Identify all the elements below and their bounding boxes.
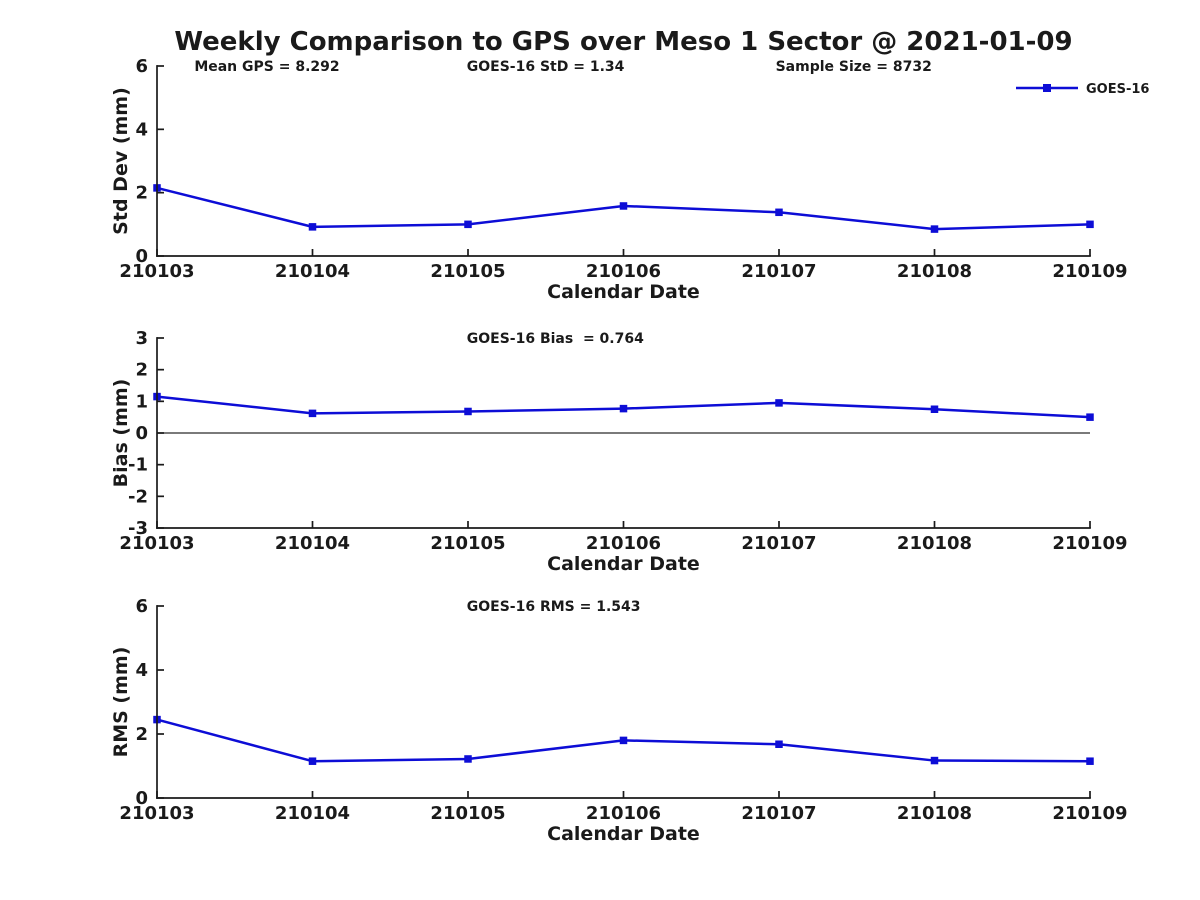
x-axis-label: Calendar Date	[547, 553, 700, 575]
x-tick-label: 210103	[119, 803, 194, 824]
x-tick-label: 210104	[275, 803, 350, 824]
y-axis-label: RMS (mm)	[110, 647, 132, 758]
annotation-text: GOES-16 StD = 1.34	[467, 59, 625, 75]
data-point-marker	[775, 208, 783, 217]
x-axis-label: Calendar Date	[547, 281, 700, 303]
x-tick-label: 210109	[1052, 803, 1127, 824]
data-point-marker	[1086, 413, 1094, 421]
data-point-marker	[464, 755, 472, 763]
y-tick-label: 6	[135, 56, 148, 77]
data-point-marker	[930, 225, 939, 233]
y-tick-label: -1	[128, 455, 148, 476]
x-tick-label: 210106	[586, 261, 661, 282]
data-point-marker	[619, 202, 628, 210]
data-point-marker	[775, 399, 783, 407]
legend: GOES-16	[1016, 82, 1149, 97]
y-tick-label: 0	[135, 423, 148, 444]
y-tick-label: 1	[135, 391, 148, 412]
data-point-marker	[308, 409, 317, 418]
x-tick-label: 210104	[275, 261, 350, 282]
data-point-marker	[1086, 220, 1094, 229]
data-point-marker	[930, 756, 939, 765]
legend-label: GOES-16	[1086, 82, 1149, 97]
y-axis-label: Std Dev (mm)	[110, 87, 132, 235]
y-tick-label: 0	[135, 788, 148, 809]
annotation-text: GOES-16 Bias = 0.764	[467, 331, 644, 347]
x-tick-label: 210106	[586, 803, 661, 824]
y-tick-label: 4	[135, 660, 148, 681]
y-tick-label: 2	[135, 183, 148, 204]
bias-chart: -3 -2 -1 0 1 2 3 210103 210104 210105 210106 210107…	[110, 328, 1128, 575]
x-tick-label: 210106	[586, 533, 661, 554]
y-tick-label: 4	[135, 119, 148, 140]
y-tick-label: -2	[128, 486, 148, 507]
x-tick-label: 210105	[430, 533, 505, 554]
data-point-marker	[930, 405, 939, 413]
y-tick-label: 0	[135, 246, 148, 267]
y-tick-label: 3	[135, 328, 148, 349]
legend-marker	[1043, 84, 1051, 92]
x-tick-label: 210109	[1052, 533, 1127, 554]
y-tick-label: 6	[135, 596, 148, 617]
x-tick-label: 210107	[741, 803, 816, 824]
x-tick-label: 210108	[897, 261, 972, 282]
data-point-marker	[464, 407, 472, 416]
x-tick-label: 210103	[119, 261, 194, 282]
figure-title: Weekly Comparison to GPS over Meso 1 Sec…	[174, 27, 1073, 57]
data-point-marker	[775, 740, 783, 748]
y-tick-label: 2	[135, 360, 148, 381]
rms-chart: 0 2 4 6 210103 210104 210105 210106 210107 210108…	[110, 596, 1128, 845]
x-tick-label: 210108	[897, 533, 972, 554]
x-tick-label: 210107	[741, 533, 816, 554]
annotation-text: Sample Size = 8732	[776, 59, 932, 75]
x-tick-label: 210105	[430, 803, 505, 824]
data-point-marker	[308, 757, 317, 765]
annotation-text: GOES-16 RMS = 1.543	[467, 599, 641, 615]
std-dev-chart: 0 2 4 6 210103 210104 210105 210106 210107 210108…	[110, 56, 1149, 303]
x-tick-label: 210104	[275, 533, 350, 554]
data-point-marker	[308, 223, 317, 231]
x-tick-label: 210107	[741, 261, 816, 282]
x-tick-label: 210105	[430, 261, 505, 282]
y-tick-label: -3	[128, 518, 148, 539]
y-tick-label: 2	[135, 724, 148, 745]
data-point-marker	[619, 404, 628, 413]
x-tick-label: 210109	[1052, 261, 1127, 282]
y-axis-label: Bias (mm)	[110, 379, 132, 488]
x-axis-label: Calendar Date	[547, 823, 700, 845]
data-point-marker	[1086, 757, 1094, 765]
data-point-marker	[464, 220, 472, 229]
x-tick-label: 210103	[119, 533, 194, 554]
x-tick-label: 210108	[897, 803, 972, 824]
data-point-marker	[619, 736, 628, 745]
annotation-text: Mean GPS = 8.292	[194, 59, 339, 75]
